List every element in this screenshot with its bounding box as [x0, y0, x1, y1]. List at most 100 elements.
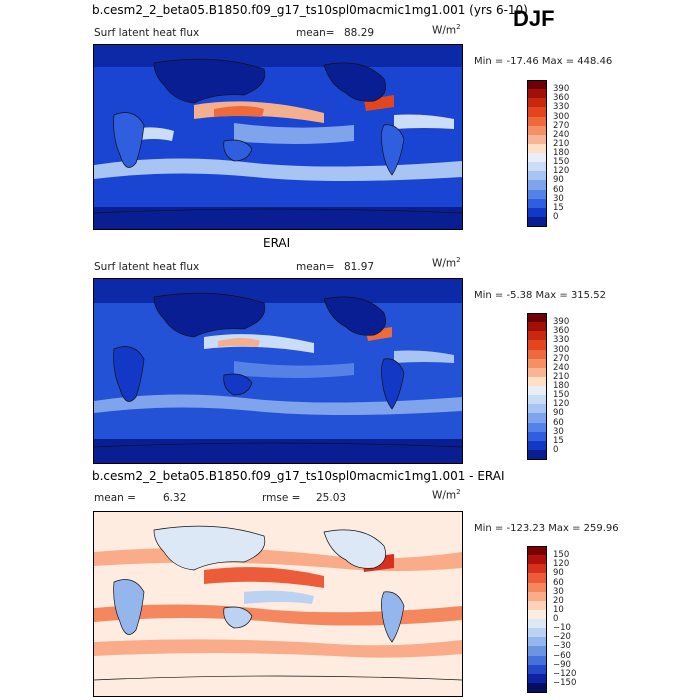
colorbar-tick-label: −60	[553, 650, 571, 661]
colorbar-swatch	[527, 591, 547, 602]
colorbar-tick-label: 210	[553, 371, 570, 382]
panel2-minmax: Min = -5.38 Max = 315.52	[474, 290, 606, 301]
colorbar-swatch	[527, 322, 547, 332]
colorbar-tick-label: 20	[553, 595, 564, 606]
panel1-minmax: Min = -17.46 Max = 448.46	[474, 56, 613, 67]
panel3-minmax: Min = -123.23 Max = 259.96	[474, 523, 619, 534]
colorbar-swatch	[527, 207, 547, 218]
panel1-colorbar: 390 360 330 300 270 240 210 180 150 120 90 60 30 15 0	[527, 80, 597, 227]
colorbar-tick-label: 210	[553, 138, 570, 149]
panel1-units: W/m2	[432, 23, 461, 37]
colorbar-tick-label: 390	[553, 84, 570, 95]
case-title: b.cesm2_2_beta05.B1850.f09_g17_ts10spl0m…	[92, 3, 528, 17]
panel2-colorbar: 390 360 330 300 270 240 210 180 150 120 90 60 30 15 0	[527, 313, 597, 460]
colorbar-swatch	[527, 89, 547, 99]
colorbar-swatch	[527, 682, 547, 693]
colorbar-tick-label: 10	[553, 604, 564, 615]
panel3-units: W/m2	[432, 488, 461, 502]
colorbar-tick-label: 240	[553, 129, 570, 140]
colorbar-swatch	[527, 449, 547, 460]
colorbar-swatch	[527, 358, 547, 369]
panel3-rmse-value: 25.03	[316, 492, 347, 504]
colorbar-tick-label: 240	[553, 362, 570, 373]
colorbar-swatch	[527, 376, 547, 387]
colorbar-tick-label: 0	[553, 444, 559, 455]
colorbar-tick-label: −10	[553, 623, 571, 634]
colorbar-tick-label: 120	[553, 166, 570, 177]
colorbar-tick-label: 270	[553, 120, 570, 131]
colorbar-swatch	[527, 349, 547, 360]
colorbar-tick-label: 360	[553, 93, 570, 104]
colorbar-swatch	[527, 546, 547, 556]
colorbar-tick-label: 180	[553, 381, 570, 391]
colorbar-swatch	[527, 340, 547, 350]
colorbar-swatch	[527, 628, 547, 638]
colorbar-tick-label: 270	[553, 353, 570, 364]
colorbar-tick-label: −150	[553, 677, 577, 688]
panel2-units: W/m2	[432, 256, 461, 270]
colorbar-swatch	[527, 367, 547, 378]
panel3-heading: b.cesm2_2_beta05.B1850.f09_g17_ts10spl0m…	[92, 469, 505, 483]
colorbar-swatch	[527, 143, 547, 154]
colorbar-tick-label: 30	[553, 193, 564, 204]
colorbar-swatch	[527, 125, 547, 136]
panel3-colorbar: 150 120 90 60 30 20 10 0 −10 −20 −30 −60 −90 −120 −150	[527, 546, 597, 693]
colorbar-tick-label: −30	[553, 641, 571, 652]
colorbar-tick-label: 30	[553, 426, 564, 437]
panel1-variable-title: Surf latent heat flux	[94, 27, 200, 39]
colorbar-tick-label: 120	[553, 559, 570, 570]
colorbar-tick-label: −120	[553, 668, 577, 679]
colorbar-swatch	[527, 404, 547, 414]
colorbar-swatch	[527, 162, 547, 172]
panel2-map	[93, 278, 463, 464]
colorbar-swatch	[527, 107, 547, 117]
colorbar-tick-label: 90	[553, 408, 564, 419]
colorbar-swatch	[527, 134, 547, 145]
colorbar-swatch	[527, 609, 547, 620]
colorbar-tick-label: 60	[553, 184, 564, 195]
panel2-variable-title: Surf latent heat flux	[94, 261, 200, 273]
colorbar-tick-label: 15	[553, 202, 564, 213]
colorbar-swatch	[527, 637, 547, 647]
panel1-map	[93, 44, 463, 230]
colorbar-swatch	[527, 655, 547, 666]
colorbar-swatch	[527, 413, 547, 423]
colorbar-tick-label: 330	[553, 102, 570, 113]
colorbar-swatch	[527, 171, 547, 181]
colorbar-swatch	[527, 198, 547, 209]
colorbar-tick-label: 180	[553, 148, 570, 158]
colorbar-swatch	[527, 313, 547, 323]
colorbar-tick-label: 300	[553, 111, 570, 122]
colorbar-tick-label: 300	[553, 344, 570, 355]
colorbar-swatch	[527, 216, 547, 227]
panel1-mean-value: 88.29	[344, 27, 375, 39]
colorbar-tick-label: 330	[553, 335, 570, 346]
panel2-mean-label: mean=	[296, 261, 335, 273]
colorbar-swatch	[527, 180, 547, 190]
colorbar-swatch	[527, 153, 547, 163]
colorbar-swatch	[527, 422, 547, 433]
colorbar-swatch	[527, 331, 547, 341]
colorbar-swatch	[527, 619, 547, 629]
colorbar-swatch	[527, 98, 547, 108]
colorbar-tick-label: 390	[553, 317, 570, 328]
season-label: DJF	[513, 6, 555, 31]
colorbar-tick-label: 120	[553, 399, 570, 410]
colorbar-tick-label: 90	[553, 568, 564, 579]
colorbar-swatch	[527, 116, 547, 127]
panel1-mean-label: mean=	[296, 27, 335, 39]
panel3-rmse-label: rmse =	[262, 492, 301, 504]
colorbar-swatch	[527, 600, 547, 611]
colorbar-tick-label: −20	[553, 632, 571, 643]
colorbar-swatch	[527, 395, 547, 405]
colorbar-tick-label: 60	[553, 577, 564, 588]
panel3-mean-label: mean =	[94, 492, 136, 504]
colorbar-tick-label: 150	[553, 390, 570, 401]
colorbar-tick-label: 150	[553, 550, 570, 561]
panel2-mean-value: 81.97	[344, 261, 375, 273]
colorbar-swatch	[527, 673, 547, 684]
panel3-mean-value: 6.32	[163, 492, 187, 504]
colorbar-swatch	[527, 440, 547, 451]
colorbar-swatch	[527, 555, 547, 565]
colorbar-swatch	[527, 564, 547, 574]
